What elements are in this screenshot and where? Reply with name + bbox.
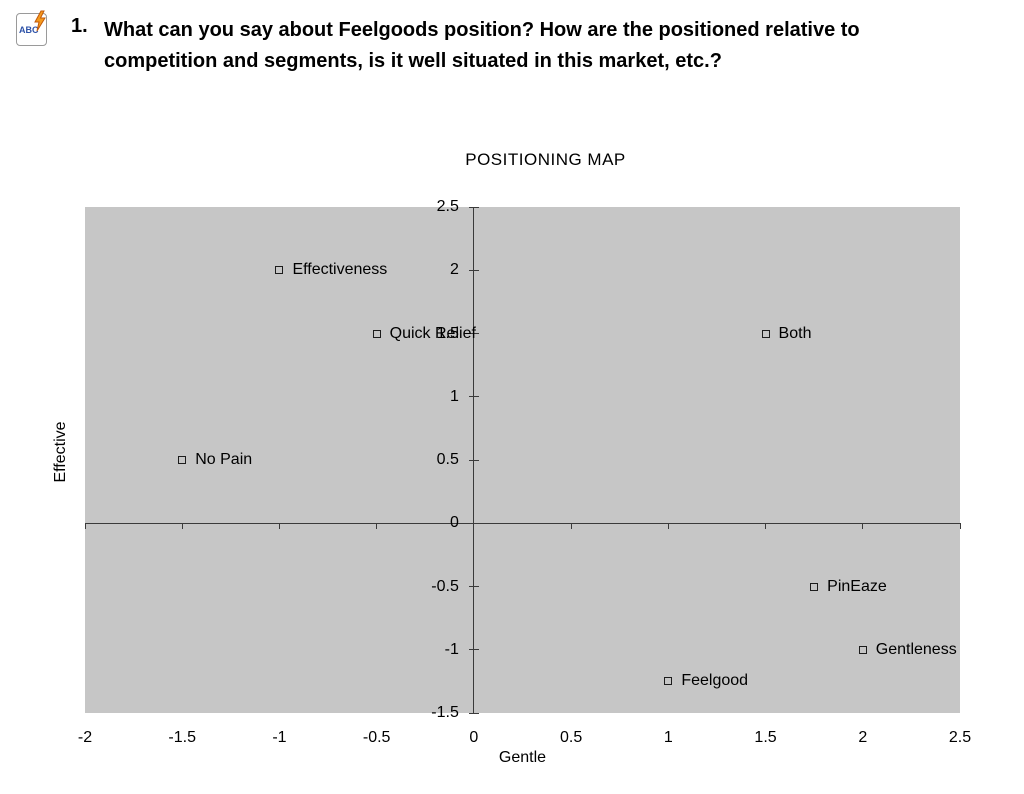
y-axis-tick bbox=[468, 333, 479, 334]
question-text-line2: competition and segments, is it well sit… bbox=[104, 50, 722, 72]
y-axis-tick bbox=[468, 396, 479, 398]
x-axis-tick bbox=[181, 523, 183, 530]
x-axis-tick bbox=[473, 523, 475, 530]
x-axis-tick bbox=[570, 523, 572, 530]
y-axis-tick bbox=[468, 649, 479, 651]
abc-clipart-icon: ABC bbox=[16, 10, 47, 46]
x-tick-label: 2.5 bbox=[948, 729, 972, 746]
y-tick-label: 2.5 bbox=[436, 198, 459, 215]
data-point-marker bbox=[178, 456, 187, 464]
y-tick-label: -1 bbox=[444, 640, 459, 658]
data-point-label: Effectiveness bbox=[292, 261, 388, 279]
x-tick-label: 1.5 bbox=[754, 729, 777, 746]
x-tick-label: 0.5 bbox=[559, 729, 583, 746]
abc-icon-text: ABC bbox=[19, 25, 39, 35]
x-tick-label: -0.5 bbox=[362, 729, 391, 746]
x-axis-title: Gentle bbox=[498, 749, 547, 766]
x-axis-tick bbox=[667, 523, 669, 530]
x-tick-label: 1 bbox=[663, 729, 673, 746]
chart-title: POSITIONING MAP bbox=[465, 150, 626, 169]
data-point-marker bbox=[858, 645, 867, 654]
data-point-marker bbox=[810, 582, 819, 591]
data-point-label: Quick Relief bbox=[389, 324, 476, 342]
y-tick-label: -0.5 bbox=[431, 577, 459, 595]
x-axis-tick bbox=[376, 523, 378, 530]
y-axis-tick bbox=[468, 586, 479, 587]
y-axis-tick bbox=[468, 522, 479, 524]
x-tick-label: -1.5 bbox=[168, 729, 196, 746]
plot-area: -2 -1.5 -1 -0.5 0 0.5 1 1.5 2 2.5 2.5 2 1.5 1 0.5 0 -0.5… bbox=[78, 198, 971, 746]
x-tick-label: 0 bbox=[469, 729, 479, 746]
x-axis-tick bbox=[862, 523, 864, 530]
y-axis-tick bbox=[468, 459, 479, 461]
y-axis-tick bbox=[468, 269, 479, 271]
y-tick-label: 0.5 bbox=[436, 451, 459, 468]
x-axis-tick bbox=[765, 523, 767, 530]
data-point-marker bbox=[275, 266, 284, 275]
data-point-label: Feelgood bbox=[681, 672, 749, 690]
y-axis-tick bbox=[468, 712, 479, 714]
x-tick-label: -2 bbox=[77, 729, 93, 746]
question-number: 1. bbox=[71, 15, 88, 37]
data-point-marker bbox=[664, 677, 673, 686]
data-point-marker bbox=[761, 329, 770, 338]
y-tick-label: 0 bbox=[449, 514, 459, 532]
x-axis-line bbox=[85, 522, 960, 524]
data-point-label: PinEaze bbox=[827, 577, 887, 595]
y-axis-tick bbox=[468, 206, 479, 208]
y-tick-label: 1.5 bbox=[436, 324, 459, 342]
x-tick-label: -1 bbox=[272, 729, 287, 746]
y-tick-label: 1 bbox=[449, 387, 459, 405]
y-axis-title: Effective bbox=[52, 421, 69, 483]
data-point-marker bbox=[372, 329, 381, 338]
question-text: What can you say about Feelgoods positio… bbox=[104, 15, 964, 77]
y-tick-label: -1.5 bbox=[431, 704, 459, 721]
data-point-label: Both bbox=[778, 324, 812, 342]
data-point-label: Gentleness bbox=[875, 640, 957, 658]
question-text-line1: What can you say about Feelgoods positio… bbox=[104, 19, 860, 41]
data-point-label: No Pain bbox=[195, 451, 253, 468]
y-tick-label: 2 bbox=[449, 261, 459, 279]
x-axis-tick bbox=[278, 523, 280, 530]
x-axis-tick bbox=[959, 523, 961, 530]
x-axis-tick bbox=[84, 523, 86, 530]
x-tick-label: 2 bbox=[858, 729, 868, 746]
lightning-bolt-icon bbox=[34, 10, 46, 32]
